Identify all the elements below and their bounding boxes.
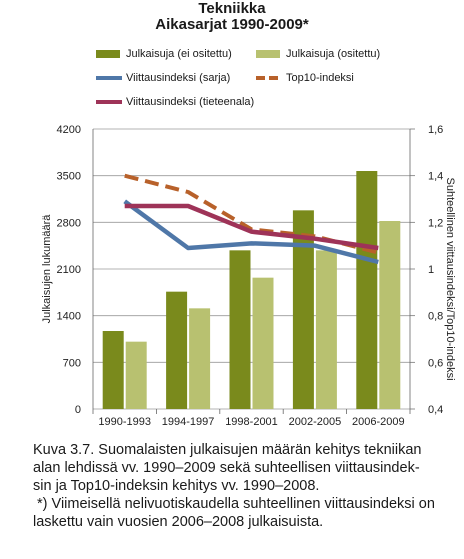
y2-tick-label: 0,4 bbox=[428, 404, 443, 416]
legend-swatch bbox=[256, 76, 282, 80]
y-tick-label: 1400 bbox=[57, 311, 81, 323]
y2-tick-label: 1 bbox=[428, 264, 434, 276]
y2-tick-label: 0,8 bbox=[428, 311, 443, 323]
bar bbox=[189, 308, 211, 409]
bar bbox=[356, 171, 378, 409]
legend-swatch bbox=[96, 100, 122, 104]
bar bbox=[125, 341, 147, 409]
y2-tick-label: 1,6 bbox=[428, 124, 443, 136]
bar bbox=[166, 291, 188, 409]
legend-swatch bbox=[96, 50, 120, 58]
legend-label: Viittausindeksi (tieteenala) bbox=[126, 96, 255, 108]
y-tick-label: 700 bbox=[63, 357, 81, 369]
x-tick-label: 2002-2005 bbox=[289, 416, 342, 428]
legend-label: Julkaisuja (ositettu) bbox=[286, 48, 381, 60]
y2-tick-label: 0,6 bbox=[428, 357, 443, 369]
x-tick-label: 1990-1993 bbox=[98, 416, 151, 428]
bar bbox=[102, 331, 124, 409]
bar bbox=[229, 250, 251, 409]
caption-line: laskettu vain vuosien 2006–2008 julkaisu… bbox=[33, 514, 324, 530]
y-tick-label: 4200 bbox=[57, 124, 81, 136]
bar bbox=[379, 221, 401, 409]
legend-label: Top10-indeksi bbox=[286, 72, 354, 84]
x-tick-label: 2006-2009 bbox=[352, 416, 405, 428]
y-axis-title: Julkaisujen lukumäärä bbox=[41, 214, 53, 324]
x-tick-label: 1998-2001 bbox=[225, 416, 278, 428]
y2-axis-title: Suhteellinen viittausindeksi/Top10-indek… bbox=[444, 177, 456, 380]
caption-line: sin ja Top10-indeksin kehitys vv. 1990–2… bbox=[33, 478, 320, 494]
y-tick-label: 0 bbox=[75, 404, 81, 416]
bar bbox=[292, 210, 314, 409]
bar bbox=[252, 277, 274, 409]
chart-plot: 0 700 1400 2100 2800 3500 4200 0,4 0,6 0,8 1 1,2 1,4… bbox=[41, 124, 456, 428]
y-tick-label: 2800 bbox=[57, 217, 81, 229]
legend-swatch bbox=[256, 50, 280, 58]
legend-swatch bbox=[96, 76, 122, 80]
y2-tick-label: 1,2 bbox=[428, 217, 443, 229]
legend-label: Julkaisuja (ei ositettu) bbox=[126, 48, 232, 60]
legend-label: Viittausindeksi (sarja) bbox=[126, 72, 231, 84]
caption-line: *) Viimeisellä nelivuotiskaudella suhtee… bbox=[33, 496, 435, 512]
bar bbox=[315, 250, 337, 409]
y-tick-label: 3500 bbox=[57, 171, 81, 183]
series-line bbox=[123, 199, 379, 265]
figure-caption: Kuva 3.7. Suomalaisten julkaisujen määrä… bbox=[33, 441, 458, 531]
series-line bbox=[124, 203, 379, 251]
chart-title: Tekniikka bbox=[198, 0, 266, 17]
y2-tick-label: 1,4 bbox=[428, 171, 443, 183]
caption-line: Kuva 3.7. Suomalaisten julkaisujen määrä… bbox=[33, 442, 422, 458]
chart-subtitle: Aikasarjat 1990-2009* bbox=[155, 16, 309, 33]
y-tick-label: 2100 bbox=[57, 264, 81, 276]
caption-line: alan lehdissä vv. 1990–2009 sekä suhteel… bbox=[33, 460, 420, 476]
x-tick-label: 1994-1997 bbox=[162, 416, 215, 428]
